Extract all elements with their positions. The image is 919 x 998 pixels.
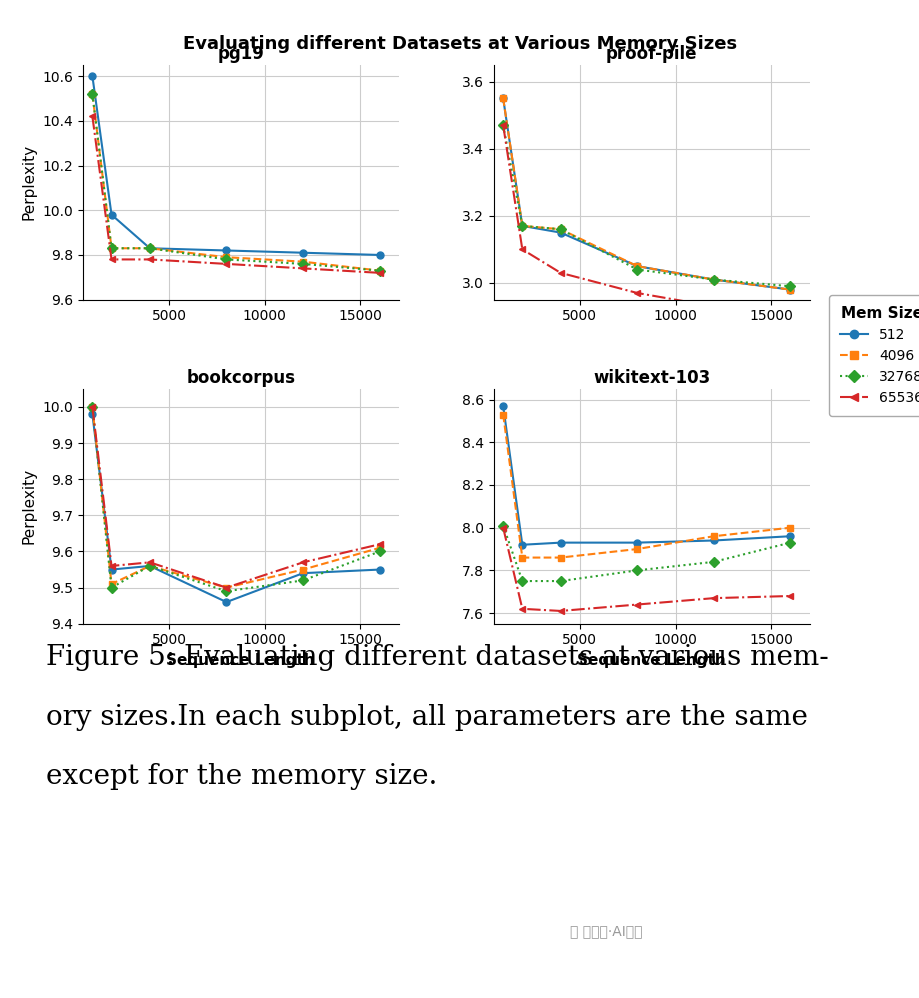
Text: Figure 5: Evaluating different datasets at various mem-: Figure 5: Evaluating different datasets …	[46, 644, 828, 671]
Title: bookcorpus: bookcorpus	[186, 369, 295, 387]
Text: 📰 公众号·AI帝国: 📰 公众号·AI帝国	[570, 924, 642, 938]
X-axis label: Sequence Length: Sequence Length	[576, 653, 725, 668]
Title: pg19: pg19	[217, 45, 264, 63]
Title: proof-pile: proof-pile	[606, 45, 697, 63]
X-axis label: Sequence Length: Sequence Length	[166, 653, 315, 668]
Text: Evaluating different Datasets at Various Memory Sizes: Evaluating different Datasets at Various…	[183, 35, 736, 53]
Y-axis label: Perplexity: Perplexity	[22, 145, 37, 221]
Legend: 512, 4096, 32768, 65536: 512, 4096, 32768, 65536	[828, 294, 919, 416]
Text: except for the memory size.: except for the memory size.	[46, 763, 437, 790]
Y-axis label: Perplexity: Perplexity	[22, 468, 37, 544]
Title: wikitext-103: wikitext-103	[593, 369, 709, 387]
Text: ory sizes.In each subplot, all parameters are the same: ory sizes.In each subplot, all parameter…	[46, 704, 807, 731]
